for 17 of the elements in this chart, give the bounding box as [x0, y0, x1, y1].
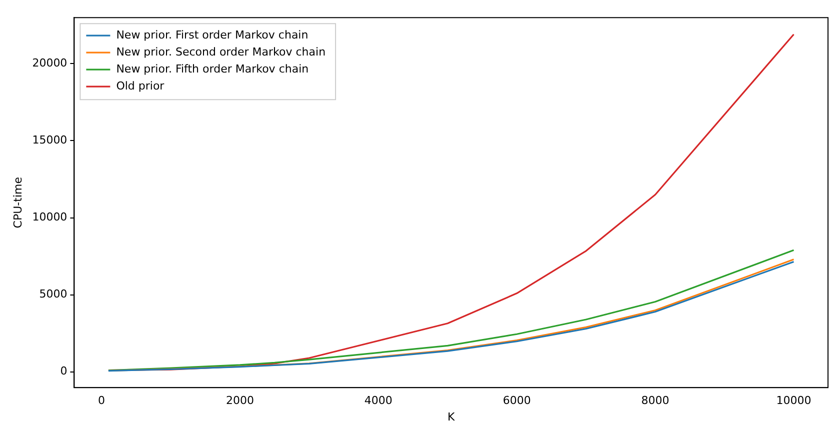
- legend-label: Old prior: [116, 79, 165, 92]
- legend-label: New prior. Fifth order Markov chain: [116, 62, 309, 76]
- y-tick-label: 0: [60, 364, 68, 378]
- legend-label: New prior. Second order Markov chain: [116, 45, 326, 58]
- legend-label: New prior. First order Markov chain: [116, 28, 308, 42]
- x-tick-label: 0: [98, 394, 106, 408]
- x-tick-label: 2000: [226, 394, 254, 408]
- y-tick-label: 5000: [39, 288, 68, 301]
- y-tick-label: 20000: [32, 56, 68, 70]
- x-tick-label: 6000: [502, 394, 531, 408]
- x-axis-title: K: [447, 410, 456, 424]
- y-tick-label: 15000: [32, 134, 68, 147]
- x-tick-label: 10000: [776, 394, 812, 408]
- y-axis-title: CPU-time: [11, 176, 24, 228]
- x-tick-label: 8000: [641, 394, 670, 408]
- x-tick-label: 4000: [364, 394, 392, 408]
- y-tick-label: 10000: [32, 210, 68, 224]
